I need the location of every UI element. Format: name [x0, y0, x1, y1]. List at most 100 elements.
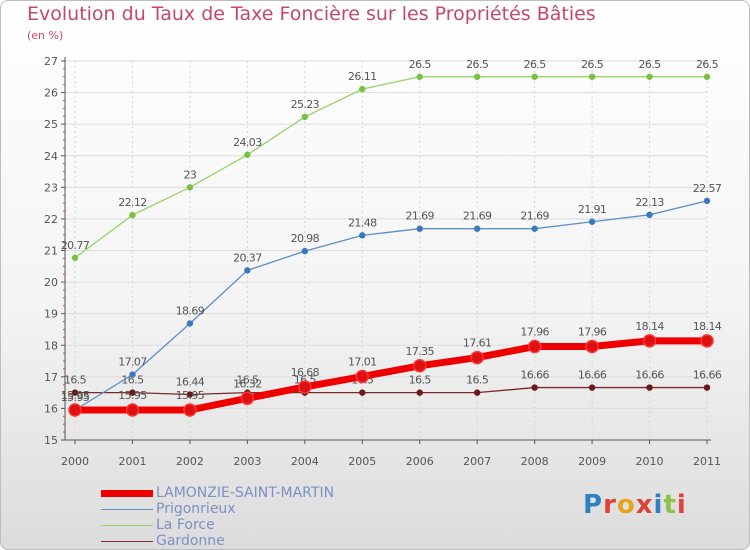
series-line-gardonne	[74, 386, 708, 396]
data-label-prigonrieux-2007: 21.69	[463, 210, 492, 223]
data-point-lamonzie-saint-martin-2003	[240, 391, 255, 406]
data-point-prigonrieux-2009	[588, 218, 596, 225]
data-label-prigonrieux-2004: 20.98	[291, 232, 320, 245]
data-point-prigonrieux-2001	[129, 371, 136, 378]
x-tick-label-2011: 2011	[693, 455, 721, 468]
data-label-prigonrieux-2005: 21.48	[348, 216, 377, 229]
data-label-la-force-2003: 24.03	[233, 136, 262, 149]
data-label-lamonzie-saint-martin-2010: 18.14	[635, 320, 664, 333]
legend-label-lamonzie: LAMONZIE-SAINT-MARTIN	[156, 485, 335, 501]
data-label-la-force-2006: 26.5	[409, 58, 432, 71]
data-point-gardonne-2008	[531, 384, 538, 391]
data-label-gardonne-2001: 16.5	[121, 374, 144, 387]
y-tick-label-15: 15	[44, 434, 58, 447]
data-point-gardonne-2009	[588, 384, 596, 391]
x-tick-label-2010: 2010	[636, 455, 664, 468]
y-tick-label-20: 20	[44, 276, 58, 289]
y-tick-label-26: 26	[44, 87, 58, 100]
data-label-gardonne-2002: 16.44	[176, 376, 205, 389]
legend-swatch-prigonrieux	[101, 509, 153, 510]
data-point-la-force-2003	[244, 151, 251, 159]
data-point-lamonzie-saint-martin-2007	[470, 350, 484, 365]
x-tick-label-2004: 2004	[291, 455, 319, 468]
data-point-prigonrieux-2008	[531, 225, 538, 232]
legend-item-prigonrieux[interactable]: Prigonrieux	[101, 501, 501, 518]
x-tick-label-2009: 2009	[578, 455, 606, 468]
data-label-la-force-2007: 26.5	[466, 58, 489, 71]
x-tick-label-2000: 2000	[61, 455, 89, 468]
data-label-lamonzie-saint-martin-2003: 16.32	[233, 377, 262, 390]
data-point-lamonzie-saint-martin-2000	[68, 403, 82, 417]
data-point-lamonzie-saint-martin-2002	[183, 403, 197, 417]
logo-letter: r	[603, 490, 617, 520]
data-label-lamonzie-saint-martin-2005: 17.01	[348, 356, 377, 369]
data-label-la-force-2000: 20.77	[61, 239, 90, 252]
logo-letter: x	[635, 490, 654, 520]
data-point-prigonrieux-2005	[359, 232, 366, 239]
legend-item-la-force[interactable]: La Force	[101, 517, 501, 534]
data-label-gardonne-2009: 16.66	[578, 369, 607, 382]
data-point-lamonzie-saint-martin-2009	[585, 339, 599, 354]
x-tick-label-2007: 2007	[463, 455, 491, 468]
logo-letter: o	[616, 490, 636, 520]
y-tick-label-23: 23	[44, 181, 58, 194]
legend-swatch-lamonzie	[101, 490, 153, 497]
series-line-prigonrieux	[74, 200, 708, 411]
x-tick-label-2008: 2008	[521, 455, 549, 468]
legend-label-la-force: La Force	[156, 517, 215, 533]
data-point-prigonrieux-2007	[473, 225, 481, 232]
legend-swatch-la-force	[101, 525, 153, 526]
data-label-prigonrieux-2011: 22.57	[693, 182, 722, 195]
data-point-lamonzie-saint-martin-2008	[527, 339, 542, 354]
legend-swatch-gardonne	[101, 541, 153, 542]
data-point-la-force-2002	[186, 184, 194, 191]
y-tick-label-24: 24	[44, 150, 58, 163]
y-tick-label-17: 17	[44, 371, 58, 384]
y-tick-label-16: 16	[44, 402, 58, 415]
data-point-la-force-2004	[301, 113, 309, 121]
data-label-la-force-2002: 23	[184, 168, 197, 181]
data-point-gardonne-2011	[703, 384, 711, 391]
legend-label-prigonrieux: Prigonrieux	[156, 501, 236, 517]
logo-letter: P	[583, 490, 604, 520]
data-point-gardonne-2007	[473, 389, 481, 396]
data-label-prigonrieux-2002: 18.69	[176, 304, 205, 317]
data-point-prigonrieux-2006	[416, 225, 423, 232]
y-tick-label-25: 25	[44, 118, 58, 131]
data-label-la-force-2009: 26.5	[581, 58, 604, 71]
data-label-lamonzie-saint-martin-2006: 17.35	[405, 345, 434, 358]
data-point-gardonne-2005	[359, 389, 366, 396]
y-tick-label-22: 22	[44, 213, 58, 226]
data-label-prigonrieux-2000: 15.95	[61, 391, 90, 404]
data-label-gardonne-2006: 16.5	[409, 374, 432, 387]
data-label-lamonzie-saint-martin-2002: 15.95	[176, 389, 205, 402]
legend-item-lamonzie[interactable]: LAMONZIE-SAINT-MARTIN	[101, 485, 501, 502]
data-point-prigonrieux-2011	[703, 197, 711, 205]
data-label-la-force-2005: 26.11	[348, 70, 377, 83]
data-point-la-force-2006	[416, 73, 423, 80]
data-label-gardonne-2007: 16.5	[466, 374, 489, 387]
legend: LAMONZIE-SAINT-MARTIN Prigonrieux La For…	[101, 485, 501, 549]
data-label-gardonne-2000: 16.5	[64, 374, 87, 387]
data-point-la-force-2001	[129, 211, 136, 219]
legend-item-gardonne[interactable]: Gardonne	[101, 533, 501, 549]
logo-letter: t	[663, 490, 677, 520]
data-label-lamonzie-saint-martin-2009: 17.96	[578, 326, 607, 339]
data-point-la-force-2009	[588, 73, 596, 80]
series-lamonzie-saint-martin: 15.95 15.95 15.95 16.32 16.68 17.01 17.35 17.61…	[61, 320, 722, 417]
data-point-lamonzie-saint-martin-2005	[355, 369, 370, 384]
data-point-lamonzie-saint-martin-2004	[298, 380, 312, 394]
data-label-gardonne-2003: 16.5	[236, 374, 259, 387]
data-point-prigonrieux-2002	[186, 320, 194, 327]
data-label-la-force-2010: 26.5	[638, 58, 661, 71]
data-point-la-force-2011	[703, 73, 711, 80]
logo-letter: i	[676, 490, 687, 520]
data-point-lamonzie-saint-martin-2011	[700, 334, 714, 348]
data-point-lamonzie-saint-martin-2010	[642, 334, 657, 348]
y-tick-label-19: 19	[44, 308, 58, 321]
data-label-lamonzie-saint-martin-2008: 17.96	[520, 326, 549, 339]
y-tick-label-18: 18	[44, 339, 58, 352]
data-point-prigonrieux-2003	[244, 267, 251, 274]
data-label-prigonrieux-2003: 20.37	[233, 251, 262, 264]
data-point-gardonne-2000	[71, 389, 79, 396]
